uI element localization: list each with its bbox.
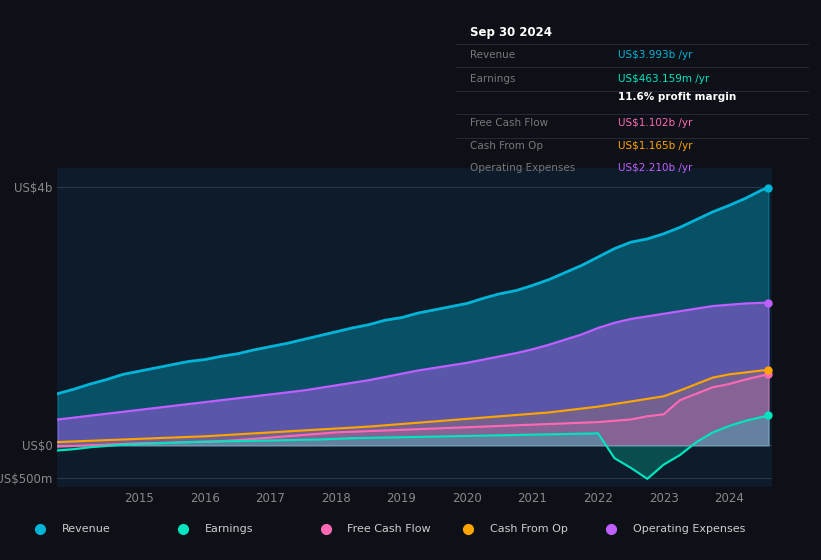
Text: Earnings: Earnings [204, 524, 253, 534]
Text: US$1.102b /yr: US$1.102b /yr [618, 118, 692, 128]
Text: Free Cash Flow: Free Cash Flow [470, 118, 548, 128]
Text: US$3.993b /yr: US$3.993b /yr [618, 50, 693, 60]
Text: Revenue: Revenue [470, 50, 515, 60]
Text: Sep 30 2024: Sep 30 2024 [470, 26, 552, 39]
Text: Free Cash Flow: Free Cash Flow [347, 524, 431, 534]
Text: US$463.159m /yr: US$463.159m /yr [618, 74, 709, 84]
Text: 11.6% profit margin: 11.6% profit margin [618, 92, 736, 102]
Text: Cash From Op: Cash From Op [470, 141, 543, 151]
Text: US$2.210b /yr: US$2.210b /yr [618, 164, 692, 174]
Text: Operating Expenses: Operating Expenses [470, 164, 575, 174]
Text: Cash From Op: Cash From Op [490, 524, 568, 534]
Text: Revenue: Revenue [62, 524, 110, 534]
Text: US$1.165b /yr: US$1.165b /yr [618, 141, 693, 151]
Text: Earnings: Earnings [470, 74, 516, 84]
Text: Operating Expenses: Operating Expenses [633, 524, 745, 534]
